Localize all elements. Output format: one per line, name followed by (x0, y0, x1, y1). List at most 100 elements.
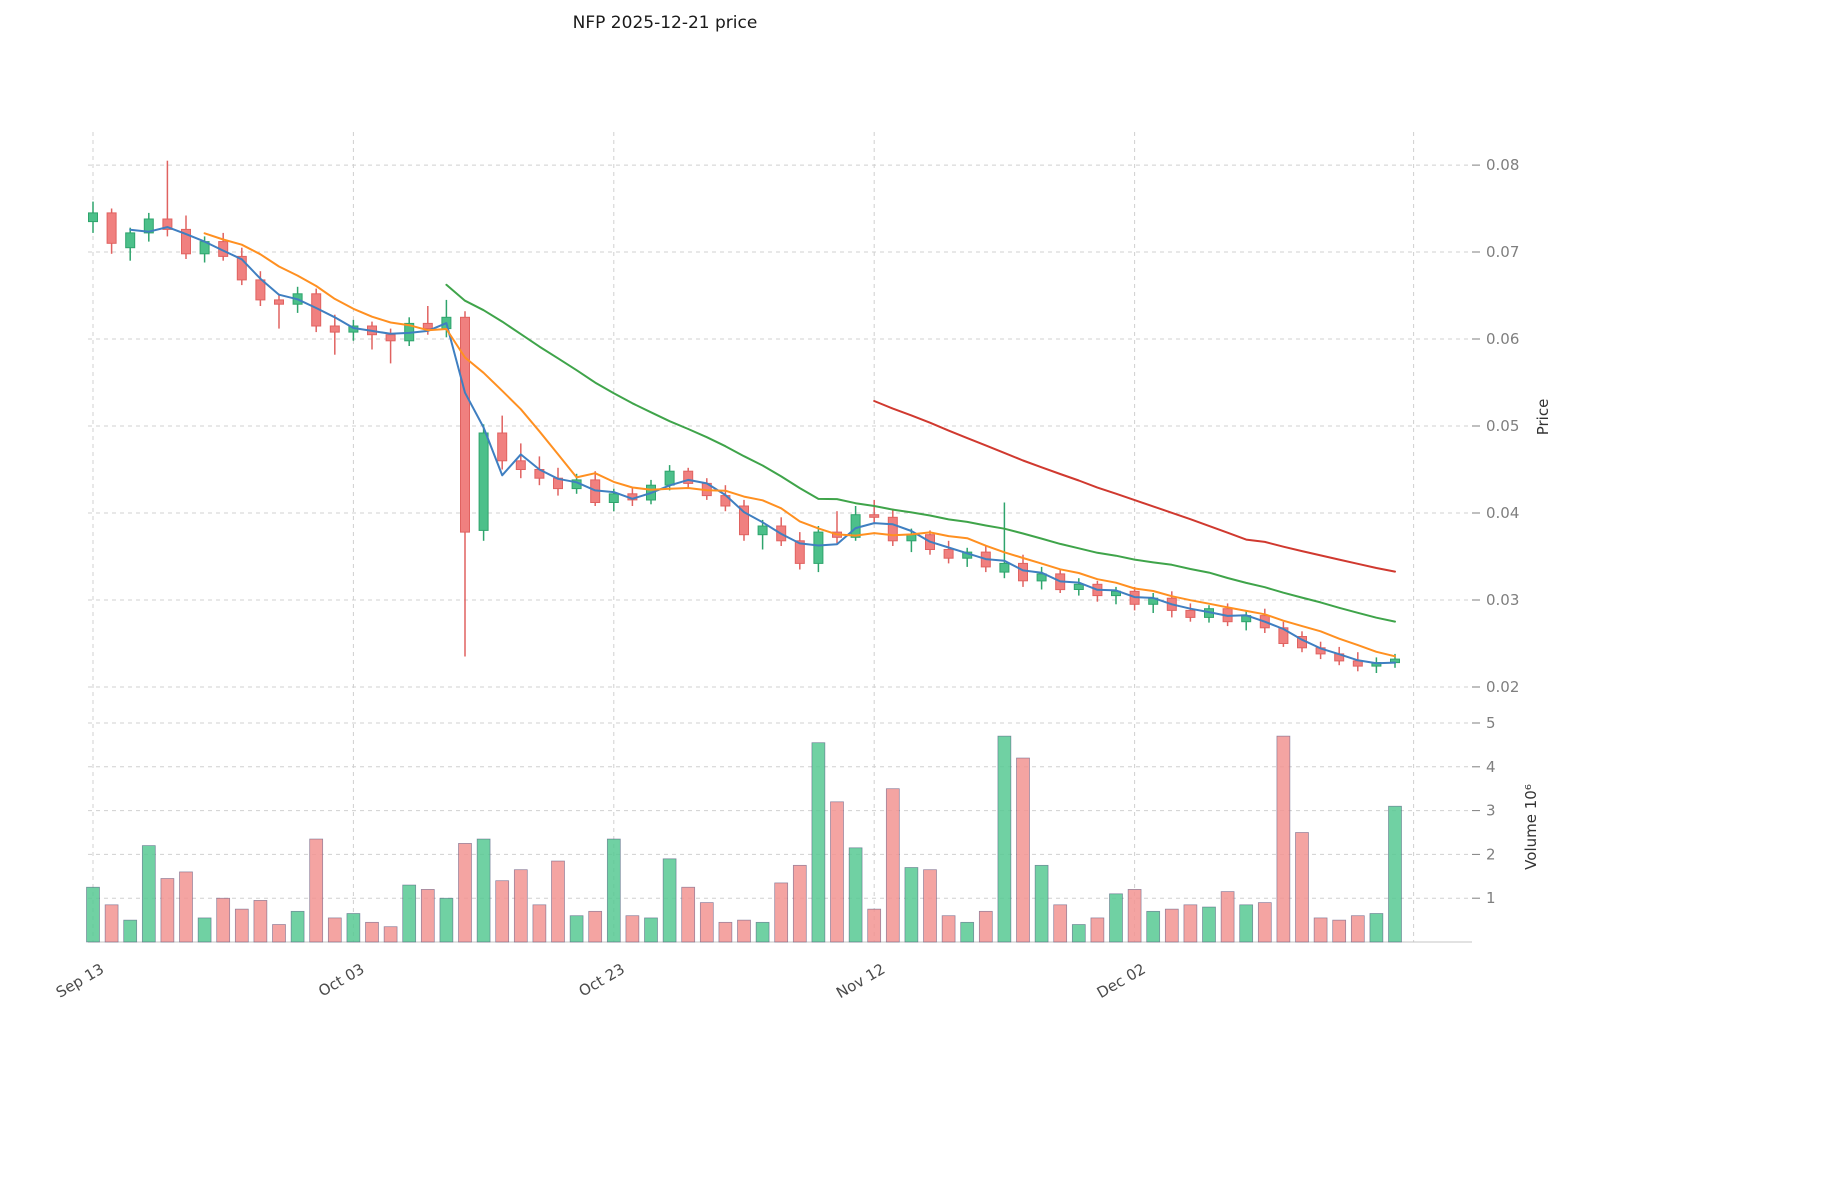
price-axis-label: Price (1534, 399, 1552, 436)
volume-bar (216, 897, 231, 943)
volume-bar (718, 921, 733, 943)
candle-body (422, 322, 433, 330)
volume-bar (588, 910, 603, 943)
volume-bar (904, 867, 919, 943)
volume-bar (811, 742, 826, 943)
candle-body (106, 212, 117, 244)
volume-axis-label: Volume 10⁶ (1522, 784, 1540, 870)
volume-bar (1146, 910, 1161, 943)
candle-body (460, 316, 470, 533)
volume-tick-label: 3 (1486, 802, 1496, 820)
volume-tick-label: 2 (1486, 845, 1496, 863)
candle-body (255, 279, 266, 301)
candle-body (329, 325, 340, 333)
volume-bar (551, 860, 565, 943)
volume-bar (179, 871, 193, 943)
price-tick-label: 0.02 (1486, 678, 1519, 696)
volume-bar (272, 924, 286, 943)
candle-body (497, 432, 508, 462)
candle-body (1073, 583, 1084, 590)
volume-bar (1239, 904, 1254, 943)
volume-bar (1276, 735, 1291, 943)
date-tick-label: Oct 23 (576, 960, 628, 1000)
price-tick-label: 0.03 (1486, 591, 1519, 609)
volume-bar (1053, 904, 1068, 943)
candle-body (181, 228, 191, 255)
volume-bar (458, 843, 472, 943)
candlestick-series (88, 160, 1400, 673)
volume-bar (346, 913, 361, 943)
candle-body (1036, 573, 1047, 582)
volume-bar (625, 915, 640, 943)
volume-bar (1164, 908, 1179, 943)
volume-bar (1127, 889, 1142, 943)
volume-bar (885, 788, 900, 943)
price-tick-label: 0.04 (1486, 504, 1519, 522)
price-tick-label: 0.06 (1486, 330, 1519, 348)
moving-average-lines (129, 226, 1396, 665)
candle-body (943, 549, 954, 559)
price-tick-label: 0.07 (1486, 243, 1519, 261)
volume-bar (1332, 919, 1347, 943)
volume-bar (792, 864, 807, 943)
candle-body (869, 514, 880, 518)
volume-bar (699, 902, 714, 943)
volume-bar (848, 847, 863, 943)
ma-line-ma-longest (873, 400, 1396, 573)
volume-bar (439, 897, 454, 943)
candle-body (385, 334, 396, 342)
candle-body (813, 531, 824, 564)
candle-body (274, 299, 284, 305)
volume-bar (402, 884, 417, 943)
volume-bar (1313, 917, 1328, 943)
volume-bar (1109, 893, 1123, 943)
volume-bar (290, 910, 305, 943)
volume-tick-label: 5 (1486, 714, 1496, 732)
candle-body (125, 232, 136, 249)
candle-body (143, 218, 154, 234)
volume-bar (941, 915, 956, 943)
volume-tick-label: 1 (1486, 889, 1496, 907)
volume-bars (86, 735, 1402, 943)
date-tick-label: Oct 03 (315, 960, 367, 1000)
volume-bar (1257, 902, 1272, 943)
candle-body (608, 493, 619, 503)
volume-bar (1016, 757, 1030, 943)
candle-body (664, 470, 675, 486)
volume-bar (513, 869, 528, 943)
volume-bar (1034, 864, 1049, 943)
volume-bar (197, 917, 212, 943)
volume-bar (923, 869, 937, 943)
date-tick-label: Sep 13 (53, 960, 107, 1002)
volume-bar (253, 900, 268, 943)
volume-bar (1350, 915, 1365, 943)
volume-bar (1295, 832, 1309, 943)
volume-bar (1220, 891, 1235, 943)
candle-body (1278, 627, 1289, 644)
candle-body (1018, 562, 1028, 582)
volume-bar (365, 921, 379, 943)
volume-bar (960, 921, 975, 943)
candle-body (88, 212, 98, 223)
volume-bar (383, 926, 398, 943)
volume-bar (86, 886, 100, 943)
volume-bar (606, 838, 621, 943)
ma-line-ma-medium (203, 232, 1396, 658)
candle-body (906, 534, 917, 542)
volume-bar (1388, 805, 1402, 943)
volume-bar (309, 838, 324, 943)
volume-bar (123, 919, 138, 943)
volume-bar (755, 921, 770, 943)
volume-bar (681, 886, 696, 943)
volume-bar (160, 878, 175, 943)
candle-body (683, 470, 694, 484)
volume-bar (1071, 924, 1086, 943)
volume-bar (978, 910, 993, 943)
candle-body (757, 525, 768, 536)
volume-bar (774, 882, 789, 943)
volume-tick-label: 4 (1486, 758, 1496, 776)
candle-body (999, 562, 1010, 573)
volume-bar (867, 908, 882, 943)
